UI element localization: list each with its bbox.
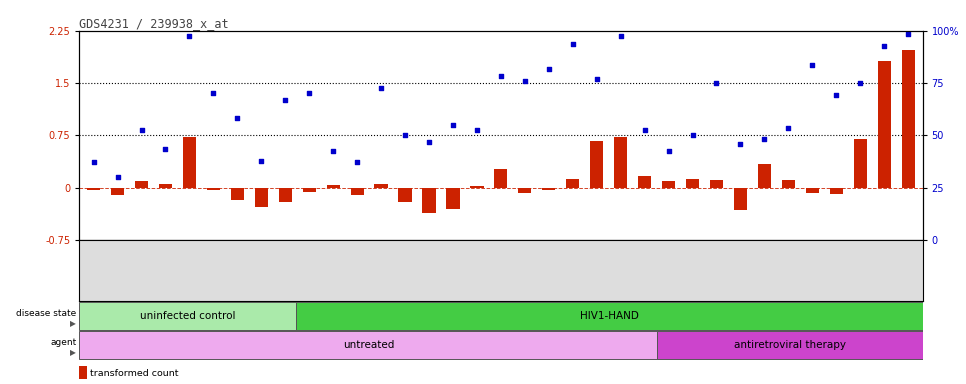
Point	[350, 159, 365, 165]
Point	[541, 66, 556, 72]
Point	[397, 132, 412, 138]
Text: transformed count: transformed count	[90, 369, 179, 378]
FancyBboxPatch shape	[658, 331, 923, 359]
Bar	[87, 188, 100, 190]
Point	[469, 127, 485, 133]
Point	[253, 158, 269, 164]
Bar	[111, 188, 125, 195]
Text: GDS4231 / 239938_x_at: GDS4231 / 239938_x_at	[79, 17, 229, 30]
Text: ▶: ▶	[71, 348, 76, 357]
Bar	[207, 188, 220, 190]
Point	[421, 139, 437, 145]
FancyBboxPatch shape	[79, 302, 296, 330]
Bar	[854, 139, 867, 188]
Point	[277, 97, 293, 103]
Point	[805, 62, 820, 68]
Point	[326, 147, 341, 154]
Bar	[327, 185, 340, 188]
Bar	[375, 184, 387, 188]
Point	[613, 33, 629, 40]
Bar	[757, 164, 771, 188]
FancyBboxPatch shape	[296, 302, 923, 330]
Point	[301, 90, 317, 96]
Bar	[183, 137, 196, 188]
Text: ▶: ▶	[71, 319, 76, 328]
Point	[565, 41, 581, 47]
Point	[781, 125, 796, 131]
Point	[829, 92, 844, 98]
Point	[756, 136, 772, 142]
Text: disease state: disease state	[16, 309, 76, 318]
Bar	[398, 188, 412, 202]
Text: uninfected control: uninfected control	[140, 311, 236, 321]
Point	[373, 85, 388, 91]
Text: antiretroviral therapy: antiretroviral therapy	[734, 340, 846, 350]
Point	[517, 78, 532, 84]
Point	[110, 174, 126, 180]
Bar	[662, 181, 675, 188]
Point	[709, 80, 724, 86]
Bar	[351, 188, 364, 195]
Bar	[901, 50, 915, 188]
Text: HIV1-HAND: HIV1-HAND	[580, 311, 639, 321]
Bar	[566, 179, 580, 188]
Bar	[734, 188, 747, 210]
Point	[182, 33, 197, 40]
Point	[661, 147, 676, 154]
Bar	[278, 188, 292, 202]
Bar	[158, 184, 172, 188]
Bar	[79, 366, 87, 379]
Point	[206, 90, 221, 96]
Point	[733, 141, 749, 147]
Bar	[806, 188, 819, 192]
Bar	[638, 176, 651, 188]
Point	[853, 80, 868, 86]
Bar	[686, 179, 699, 188]
Point	[637, 127, 652, 133]
Point	[876, 43, 892, 49]
Point	[86, 159, 101, 165]
Text: untreated: untreated	[343, 340, 394, 350]
Bar	[781, 180, 795, 188]
Bar	[590, 141, 604, 188]
Bar	[877, 61, 891, 188]
Bar	[231, 188, 244, 200]
Point	[900, 31, 916, 37]
Bar	[422, 188, 436, 213]
Bar	[495, 169, 507, 188]
Point	[445, 122, 461, 128]
FancyBboxPatch shape	[79, 331, 658, 359]
Bar	[446, 188, 460, 209]
Bar	[135, 181, 148, 188]
Point	[157, 146, 173, 152]
Bar	[302, 188, 316, 192]
Bar	[255, 188, 268, 207]
Point	[230, 115, 245, 121]
Point	[685, 132, 700, 138]
Text: agent: agent	[50, 338, 76, 347]
Bar	[710, 180, 724, 188]
Bar	[542, 188, 555, 190]
Bar	[470, 185, 484, 188]
Point	[133, 127, 149, 133]
Bar	[518, 188, 531, 192]
Point	[494, 73, 509, 79]
Bar	[614, 137, 627, 188]
Bar	[830, 188, 843, 194]
Point	[589, 76, 605, 82]
